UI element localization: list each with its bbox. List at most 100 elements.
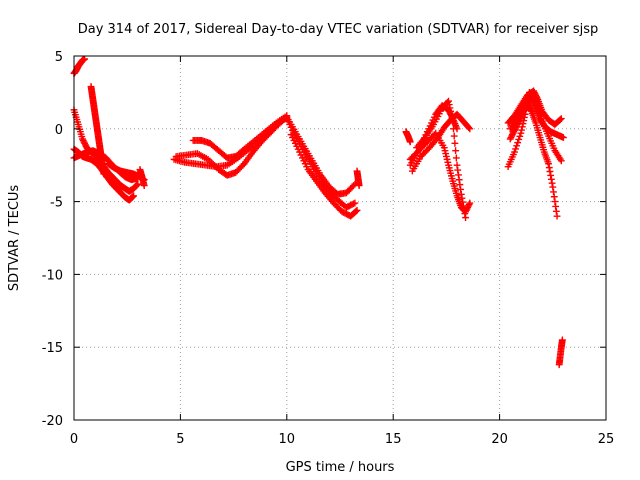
x-axis-label: GPS time / hours [286, 460, 395, 475]
data-point [134, 180, 142, 188]
data-point [456, 181, 464, 189]
data-point [545, 164, 553, 172]
data-point [450, 125, 457, 133]
data-point [352, 207, 360, 215]
data-point [552, 207, 560, 215]
data-point [547, 171, 555, 179]
data-point [465, 201, 473, 208]
data-point [460, 206, 468, 214]
data-point [451, 139, 459, 147]
data-point [465, 124, 473, 131]
data-point [533, 94, 541, 102]
chart-title: Day 314 of 2017, Sidereal Day-to-day VTE… [78, 22, 599, 37]
data-point [518, 126, 525, 134]
data-point [549, 183, 557, 191]
series-arc-13 [287, 131, 361, 220]
data-point [515, 136, 523, 143]
data-point [548, 179, 556, 187]
data-points [70, 55, 567, 369]
data-point [557, 115, 565, 123]
series-arc-10 [189, 112, 291, 162]
series-arc-6 [104, 160, 148, 184]
data-point [547, 175, 555, 183]
data-point [558, 336, 566, 344]
series-arc-24 [555, 336, 566, 369]
data-point [518, 123, 526, 131]
y-tick-label: 5 [55, 50, 63, 65]
data-point [447, 107, 455, 115]
data-point [527, 106, 535, 114]
series-arc-7 [136, 166, 148, 189]
data-point [517, 129, 525, 137]
data-point [350, 182, 357, 189]
data-point [140, 182, 148, 189]
series-arc-19 [402, 128, 414, 146]
data-point [553, 212, 561, 220]
y-axis-label: SDTVAR / TECUs [7, 185, 22, 292]
y-tick-label: -20 [42, 414, 63, 429]
series-arc-15 [406, 102, 461, 169]
data-point [455, 176, 463, 184]
data-point [453, 161, 461, 169]
data-point [557, 157, 565, 165]
y-tick-label: -5 [50, 196, 63, 211]
data-point [100, 170, 108, 178]
plot-frame [73, 55, 607, 421]
y-tick-label: -10 [42, 268, 63, 283]
data-point [133, 182, 140, 189]
data-point [550, 193, 558, 201]
data-point [350, 200, 357, 208]
data-point [454, 166, 462, 174]
data-point [462, 214, 469, 222]
series-arc-16 [408, 110, 474, 175]
y-tick-label: -15 [42, 341, 63, 356]
data-point [130, 192, 137, 200]
series-arc-9 [172, 113, 291, 179]
data-point [81, 55, 89, 63]
y-tick-label: 0 [55, 123, 63, 138]
data-point [514, 139, 522, 147]
data-point [550, 188, 557, 196]
data-point [452, 147, 460, 155]
data-point [445, 97, 452, 105]
series-arc-1 [70, 55, 89, 77]
data-point [458, 194, 466, 202]
series-arc-18 [413, 97, 469, 222]
data-point [466, 125, 474, 133]
data-point [560, 134, 567, 141]
data-point [531, 103, 539, 111]
y-tick-labels: 5 0 -5 -10 -15 -20 [42, 50, 63, 429]
data-point [449, 118, 457, 125]
data-point [129, 193, 137, 200]
series-arc-8 [170, 113, 291, 171]
data-point [353, 206, 361, 214]
x-tick-label: 20 [491, 432, 508, 447]
data-point [446, 104, 454, 112]
data-point [457, 186, 464, 193]
data-point [519, 120, 527, 128]
data-point [459, 198, 467, 206]
data-point [457, 190, 465, 198]
x-tick-label: 15 [385, 432, 402, 447]
data-point [448, 114, 456, 122]
data-point [552, 203, 560, 210]
data-point [452, 154, 460, 162]
data-point [447, 111, 455, 119]
data-point [455, 171, 462, 179]
data-point [445, 101, 453, 108]
data-point [461, 210, 469, 218]
data-point [551, 198, 559, 205]
data-point [545, 160, 552, 168]
data-point [513, 142, 521, 150]
data-point [406, 138, 414, 146]
tick-marks [73, 55, 607, 421]
series-arc-14 [353, 167, 363, 189]
data-point [546, 168, 554, 175]
data-point [516, 132, 524, 140]
data-point [512, 145, 519, 153]
series-arc-5 [87, 83, 108, 178]
data-point [556, 116, 564, 123]
x-tick-label: 10 [279, 432, 296, 447]
x-tick-label: 0 [70, 432, 78, 447]
